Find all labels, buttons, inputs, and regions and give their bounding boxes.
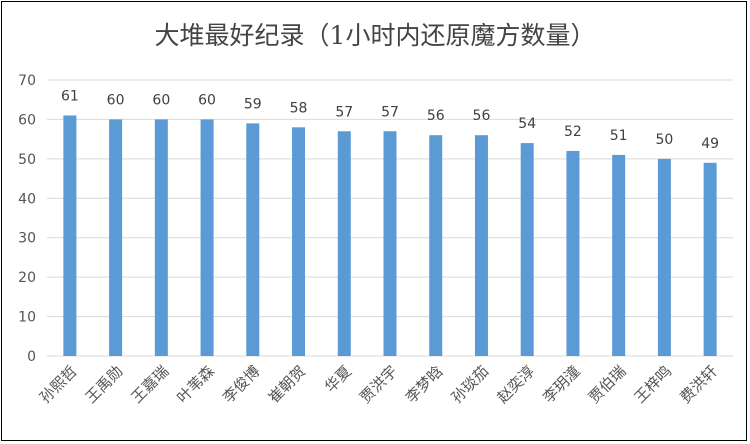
data-label: 54 (518, 116, 536, 132)
data-label: 61 (61, 88, 79, 104)
y-axis-ticks: 0 10 20 30 40 50 60 70 (18, 73, 36, 365)
x-tick-label: 王梓鸣 (631, 362, 676, 407)
bar (474, 135, 488, 356)
bar (154, 119, 168, 356)
data-label: 56 (473, 108, 491, 124)
bar (292, 127, 306, 356)
y-tick-label: 50 (18, 152, 36, 168)
data-label: 51 (610, 128, 628, 144)
x-tick-label: 李俊博 (219, 362, 264, 407)
x-tick-label: 贾伯瑞 (585, 362, 630, 407)
data-label: 60 (152, 92, 170, 108)
bar (612, 154, 626, 356)
x-tick-label: 贾洪宇 (356, 362, 401, 407)
y-tick-label: 40 (18, 191, 36, 207)
bar (109, 119, 123, 356)
chart-title: 大堆最好纪录（1小时内还原魔方数量） (155, 21, 596, 50)
data-label: 50 (655, 132, 673, 148)
x-tick-label: 李玥潼 (539, 362, 584, 407)
x-tick-label: 赵奕淳 (493, 362, 538, 407)
data-label: 49 (701, 136, 719, 152)
bar (566, 150, 580, 356)
bar (383, 131, 397, 356)
y-tick-label: 0 (27, 349, 36, 365)
data-label: 60 (107, 92, 125, 108)
x-tick-label: 崔朝贺 (265, 362, 310, 407)
bar (337, 131, 351, 356)
bars (63, 115, 717, 356)
bar (200, 119, 214, 356)
x-tick-label: 叶苇森 (173, 362, 218, 407)
bar (520, 143, 534, 356)
y-tick-label: 20 (18, 270, 36, 286)
y-tick-label: 70 (18, 73, 36, 89)
bar (429, 135, 443, 356)
data-label: 57 (335, 104, 353, 120)
x-tick-label: 李梦晗 (402, 362, 447, 407)
x-tick-label: 孙琰茄 (448, 362, 493, 407)
x-tick-label: 王嘉瑞 (128, 362, 173, 407)
bar (63, 115, 77, 356)
x-axis-ticks: 孙熙哲 王禹勋 王嘉瑞 叶苇森 李俊博 崔朝贺 华夏 贾洪宇 李梦晗 孙琰茄 赵奕淳 李玥潼 贾伯瑞 王梓… (36, 362, 721, 407)
data-label: 57 (381, 104, 399, 120)
data-label: 58 (290, 100, 308, 116)
bar (703, 162, 717, 356)
x-tick-label: 王禹勋 (82, 362, 127, 407)
data-label: 56 (427, 108, 445, 124)
data-label: 59 (244, 96, 262, 112)
x-tick-label: 华夏 (321, 362, 355, 396)
y-tick-label: 30 (18, 231, 36, 247)
data-labels: 61 60 60 60 59 58 57 57 56 56 54 52 51 50 49 (61, 88, 719, 151)
data-label: 52 (564, 124, 582, 140)
bar (657, 158, 671, 356)
bar (246, 123, 260, 356)
x-tick-label: 费洪轩 (676, 362, 721, 407)
data-label: 60 (198, 92, 216, 108)
x-tick-label: 孙熙哲 (36, 362, 81, 407)
y-tick-label: 10 (18, 310, 36, 326)
y-tick-label: 60 (18, 112, 36, 128)
